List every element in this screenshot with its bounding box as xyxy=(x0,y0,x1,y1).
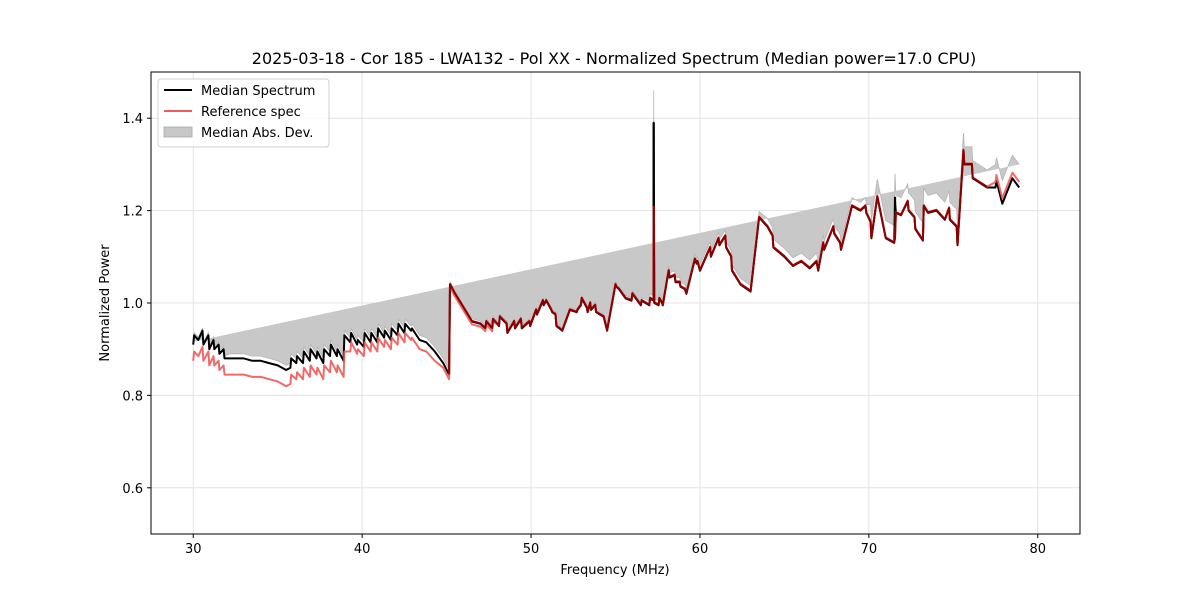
y-tick-label: 0.8 xyxy=(122,389,143,404)
y-tick-label: 0.6 xyxy=(122,482,143,497)
overlap-line xyxy=(448,149,988,375)
y-axis-ticks: 0.6 0.8 1.0 1.2 1.4 xyxy=(122,112,151,497)
y-axis-label: Normalized Power xyxy=(98,244,113,362)
series-layer xyxy=(192,90,1021,388)
legend: Median Spectrum Reference spec Median Ab… xyxy=(157,78,330,148)
y-tick-label: 1.0 xyxy=(122,297,143,312)
legend-box xyxy=(157,78,330,148)
x-tick-label: 40 xyxy=(354,542,371,557)
legend-reference-label: Reference spec xyxy=(201,105,301,120)
x-tick-label: 60 xyxy=(692,542,709,557)
x-axis-ticks: 30 40 50 60 70 80 xyxy=(185,534,1046,557)
x-tick-label: 80 xyxy=(1029,542,1046,557)
legend-mad-label: Median Abs. Dev. xyxy=(201,126,313,141)
y-tick-label: 1.4 xyxy=(122,112,143,127)
y-tick-label: 1.2 xyxy=(122,205,143,220)
chart-title: 2025-03-18 - Cor 185 - LWA132 - Pol XX -… xyxy=(252,49,976,68)
x-tick-label: 30 xyxy=(185,542,202,557)
x-tick-label: 70 xyxy=(861,542,878,557)
x-tick-label: 50 xyxy=(523,542,540,557)
legend-mad-swatch xyxy=(163,126,193,138)
legend-median-label: Median Spectrum xyxy=(201,84,315,99)
x-axis-label: Frequency (MHz) xyxy=(560,563,669,578)
